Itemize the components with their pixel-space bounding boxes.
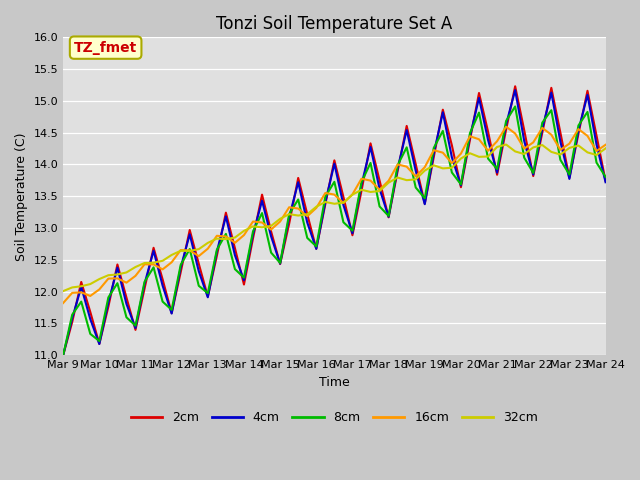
8cm <box>60 352 67 358</box>
2cm <box>602 178 609 184</box>
32cm <box>349 192 356 198</box>
Text: TZ_fmet: TZ_fmet <box>74 41 137 55</box>
8cm <box>602 174 609 180</box>
8cm <box>538 120 546 126</box>
16cm <box>186 248 193 253</box>
Line: 32cm: 32cm <box>63 144 605 291</box>
4cm <box>249 231 257 237</box>
Title: Tonzi Soil Temperature Set A: Tonzi Soil Temperature Set A <box>216 15 452 33</box>
4cm <box>538 126 546 132</box>
Line: 16cm: 16cm <box>63 127 605 303</box>
8cm <box>349 228 356 234</box>
2cm <box>385 215 392 220</box>
32cm <box>249 224 257 229</box>
2cm <box>249 236 257 241</box>
2cm <box>538 130 546 136</box>
16cm <box>602 142 609 148</box>
32cm <box>60 288 67 294</box>
16cm <box>168 259 175 265</box>
32cm <box>168 252 175 258</box>
4cm <box>168 311 175 316</box>
8cm <box>186 246 193 252</box>
8cm <box>511 104 519 109</box>
16cm <box>538 125 546 131</box>
X-axis label: Time: Time <box>319 376 349 389</box>
32cm <box>186 248 193 254</box>
Legend: 2cm, 4cm, 8cm, 16cm, 32cm: 2cm, 4cm, 8cm, 16cm, 32cm <box>126 406 543 429</box>
2cm <box>168 310 175 316</box>
32cm <box>385 180 392 185</box>
4cm <box>186 231 193 237</box>
16cm <box>249 218 257 224</box>
2cm <box>511 84 519 89</box>
Y-axis label: Soil Temperature (C): Soil Temperature (C) <box>15 132 28 261</box>
8cm <box>385 213 392 219</box>
2cm <box>186 227 193 233</box>
16cm <box>60 300 67 306</box>
4cm <box>349 230 356 236</box>
16cm <box>385 178 392 184</box>
32cm <box>538 142 546 148</box>
2cm <box>349 232 356 238</box>
4cm <box>511 87 519 93</box>
8cm <box>168 307 175 312</box>
Line: 2cm: 2cm <box>63 86 605 355</box>
32cm <box>602 145 609 151</box>
16cm <box>502 124 510 130</box>
4cm <box>60 352 67 358</box>
8cm <box>249 228 257 234</box>
Line: 8cm: 8cm <box>63 107 605 355</box>
4cm <box>385 214 392 220</box>
Line: 4cm: 4cm <box>63 90 605 355</box>
2cm <box>60 352 67 358</box>
16cm <box>349 192 356 197</box>
4cm <box>602 180 609 185</box>
32cm <box>502 142 510 147</box>
